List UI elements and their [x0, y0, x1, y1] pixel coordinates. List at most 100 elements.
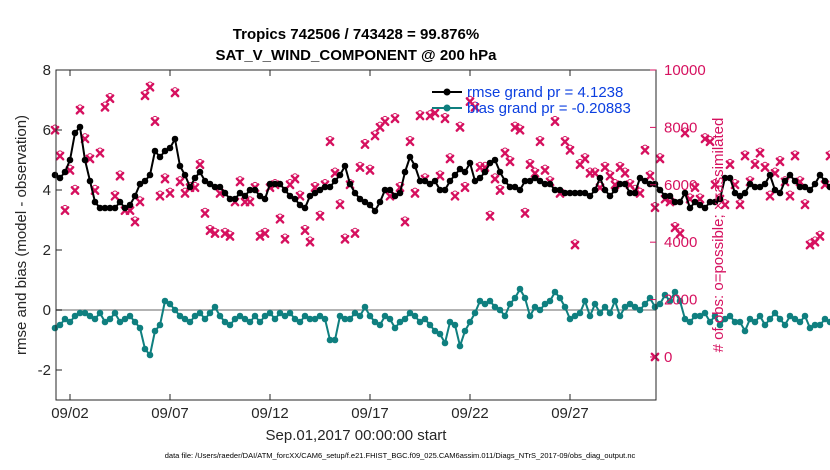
bias-point [156, 321, 164, 329]
obs-possible-marker [327, 135, 333, 142]
obs-possible-marker [602, 161, 608, 168]
obs-possible-marker [372, 130, 378, 137]
rmse-point [361, 198, 369, 206]
rmse-point [771, 186, 779, 194]
bias-point [411, 312, 419, 320]
bias-point [711, 312, 719, 320]
bias-point [271, 315, 279, 323]
bias-point [486, 297, 494, 305]
rmse-point [351, 189, 359, 197]
obs-possible-marker [337, 199, 343, 205]
rmse-point [166, 144, 174, 152]
rmse-point [681, 189, 689, 197]
rmse-point [491, 156, 499, 164]
obs-possible-marker [522, 207, 528, 214]
obs-possible-marker [167, 187, 173, 194]
rmse-point [416, 177, 424, 185]
obs-possible-marker [137, 196, 143, 203]
rmse-point [441, 186, 449, 194]
plot-frame [55, 69, 657, 401]
bias-point [661, 291, 669, 299]
rmse-point [81, 156, 89, 164]
bias-point [491, 303, 499, 311]
bias-point [266, 309, 274, 317]
bias-point [441, 339, 449, 347]
bias-point [261, 312, 269, 320]
obs-possible-marker [567, 144, 573, 151]
bias-point [816, 321, 824, 329]
bias-point [306, 315, 314, 323]
obs-possible-marker [517, 124, 523, 131]
rmse-point [536, 177, 544, 185]
rmse-point [706, 198, 714, 206]
rmse-point [326, 183, 334, 191]
chart-title: Tropics 742506 / 743428 = 99.876% [233, 26, 479, 43]
obs-possible-marker [312, 181, 318, 188]
y-left-tick-label: 8 [43, 62, 51, 79]
obs-possible-marker [807, 239, 813, 246]
bias-point [326, 336, 334, 344]
obs-possible-marker [742, 150, 748, 157]
y-axis-right-label: # of obs: o=possible; ×=assimilated [710, 118, 727, 353]
bias-point [206, 309, 214, 317]
rmse-point [401, 168, 409, 176]
rmse-point [256, 192, 264, 200]
rmse-point [621, 180, 629, 188]
obs-possible-marker [192, 181, 198, 188]
bias-point [161, 297, 169, 305]
bias-point [196, 309, 204, 317]
bias-point [826, 318, 830, 326]
bias-point [446, 318, 454, 326]
rmse-point [506, 183, 514, 191]
obs-possible-marker [57, 150, 63, 157]
rmse-point [636, 174, 644, 182]
bias-point [351, 309, 359, 317]
rmse-point [596, 174, 604, 182]
obs-possible-marker [352, 227, 358, 234]
bias-point [176, 312, 184, 320]
bias-point [466, 318, 474, 326]
bias-point [341, 315, 349, 323]
obs-possible-marker [392, 113, 398, 119]
y-right-tick-label: 6000 [664, 177, 697, 194]
obs-possible-marker [702, 133, 708, 139]
rmse-point [201, 177, 209, 185]
bias-point [401, 315, 409, 323]
obs-possible-marker [712, 179, 718, 185]
obs-possible-marker [342, 233, 348, 240]
obs-possible-marker [282, 233, 288, 240]
bias-point [146, 351, 154, 359]
rmse-point [276, 180, 284, 188]
rmse-point [176, 162, 184, 170]
rmse-point [391, 192, 399, 200]
rmse-point [646, 180, 654, 188]
rmse-point [671, 198, 679, 206]
rmse-point [556, 186, 564, 194]
rmse-point [611, 186, 619, 194]
bias-point [286, 309, 294, 317]
bias-point [216, 312, 224, 320]
obs-possible-marker [447, 153, 453, 159]
rmse-point [241, 192, 249, 200]
y-right-tick-label: 4000 [664, 234, 697, 251]
rmse-point [811, 180, 819, 188]
bias-point [76, 309, 84, 317]
bias-point [241, 315, 249, 323]
obs-possible-marker [222, 227, 228, 234]
obs-possible-marker [62, 204, 68, 211]
rmse-point [251, 186, 259, 194]
bias-point [116, 318, 124, 326]
obs-possible-marker [132, 216, 138, 223]
obs-possible-marker [692, 181, 698, 188]
y-left-tick-label: -2 [38, 362, 51, 379]
bias-point [796, 318, 804, 326]
bias-point [696, 312, 704, 320]
bias-point [171, 306, 179, 314]
obs-possible-marker [402, 216, 408, 223]
obs-possible-marker [207, 224, 213, 231]
obs-possible-marker [497, 184, 503, 191]
x-tick-label: 09/27 [551, 405, 589, 422]
bias-point [691, 312, 699, 320]
legend-bias-marker [443, 104, 451, 112]
obs-possible-marker [757, 147, 763, 154]
